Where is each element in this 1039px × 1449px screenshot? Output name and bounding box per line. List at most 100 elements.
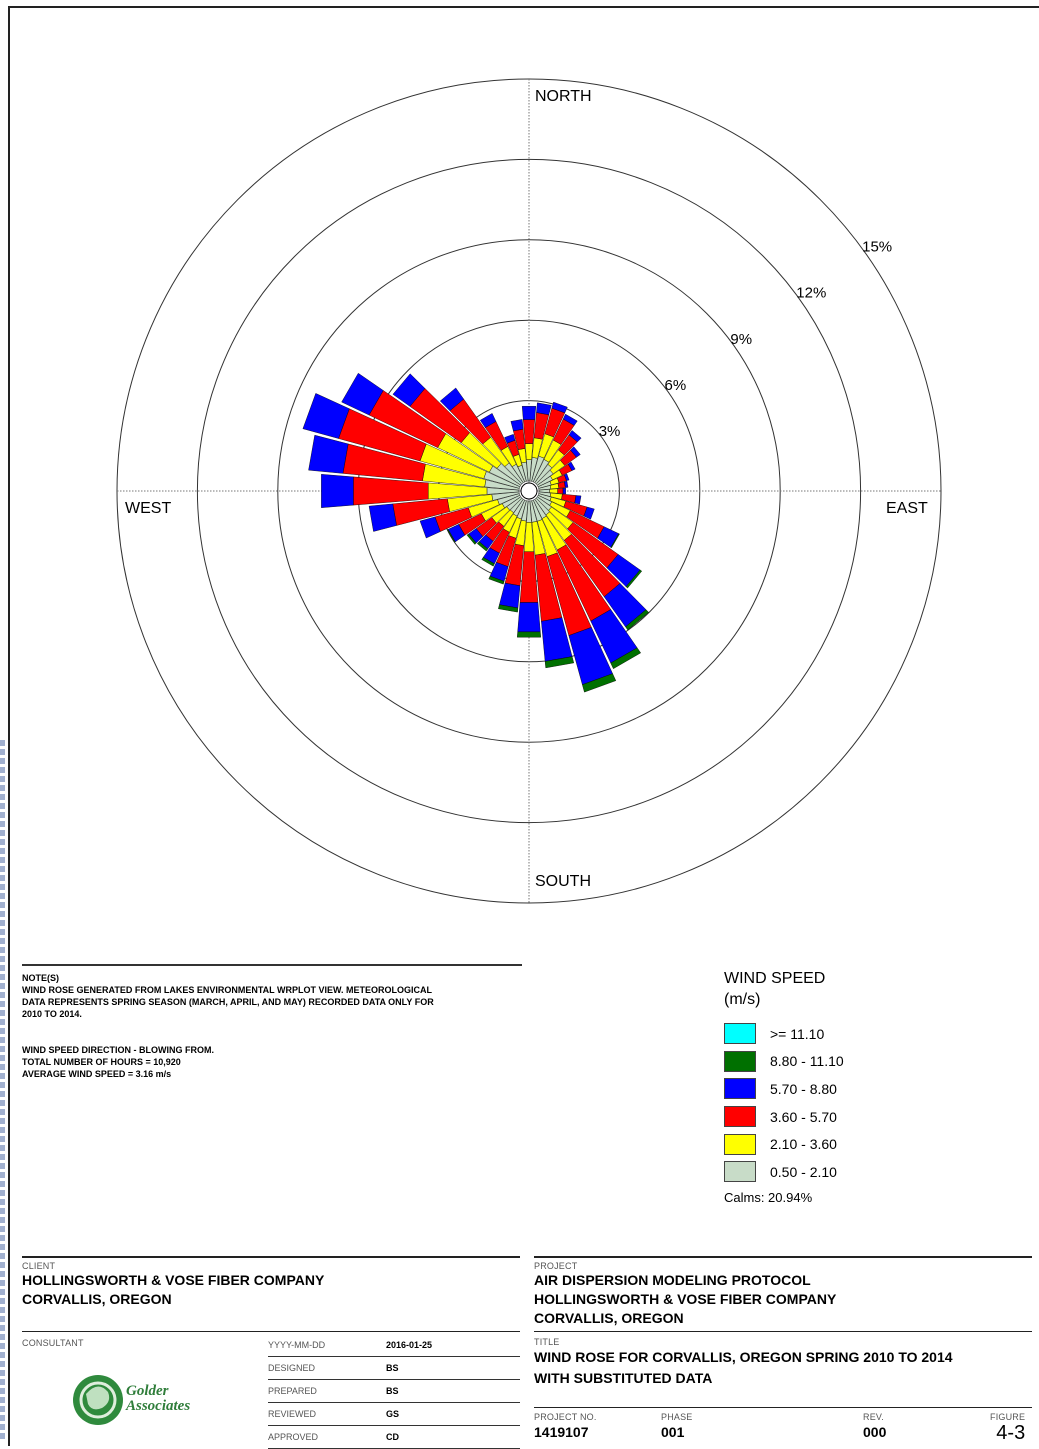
figure-field: FIGURE 4-3 bbox=[990, 1412, 1025, 1445]
rose-petal-segment bbox=[368, 503, 397, 532]
consultant-label: CONSULTANT bbox=[22, 1338, 84, 1348]
titleblock-field-value: GS bbox=[386, 1409, 400, 1419]
title-line1: WIND ROSE FOR CORVALLIS, OREGON SPRING 2… bbox=[534, 1349, 953, 1365]
rose-petal-segment bbox=[564, 480, 569, 488]
title-section: TITLE WIND ROSE FOR CORVALLIS, OREGON SP… bbox=[534, 1337, 953, 1389]
golder-logo bbox=[73, 1375, 123, 1425]
rose-petal-segment bbox=[583, 506, 595, 520]
titleblock-field-value: BS bbox=[386, 1386, 399, 1396]
ring-label: 15% bbox=[862, 239, 892, 256]
rose-petal-segment bbox=[353, 476, 429, 506]
notes-block: NOTE(S) WIND ROSE GENERATED FROM LAKES E… bbox=[22, 964, 522, 1080]
rose-petal-segment bbox=[574, 495, 582, 505]
compass-labels: NORTH SOUTH WEST EAST bbox=[125, 88, 928, 890]
phase-field: PHASE 001 bbox=[661, 1412, 693, 1440]
rose-petal-segment bbox=[557, 488, 564, 494]
client-line2: CORVALLIS, OREGON bbox=[22, 1291, 172, 1307]
legend-label: 5.70 - 8.80 bbox=[770, 1080, 837, 1097]
titleblock-field-value: 2016-01-25 bbox=[386, 1340, 433, 1350]
legend-row: 0.50 - 2.10 bbox=[724, 1158, 924, 1186]
project-line3: CORVALLIS, OREGON bbox=[534, 1310, 684, 1326]
phase-label: PHASE bbox=[661, 1412, 693, 1422]
rose-petal-segment bbox=[625, 569, 643, 589]
legend-row: 8.80 - 11.10 bbox=[724, 1048, 924, 1076]
client-line1: HOLLINGSWORTH & VOSE FIBER COMPANY bbox=[22, 1272, 325, 1288]
legend-row: 5.70 - 8.80 bbox=[724, 1075, 924, 1103]
client-divider bbox=[22, 1256, 520, 1258]
rose-petal-segment bbox=[562, 413, 578, 426]
rose-petal-segment bbox=[419, 516, 441, 539]
rose-petal-segment bbox=[308, 434, 349, 474]
titleblock-field-key: DESIGNED bbox=[268, 1363, 316, 1373]
side-margin-text bbox=[0, 740, 5, 1440]
titleblock-field-key: REVIEWED bbox=[268, 1409, 317, 1419]
titleblock-field-row: DESIGNED BS bbox=[268, 1357, 520, 1380]
rose-petal-segment bbox=[549, 488, 558, 494]
rose-petal-segment bbox=[544, 656, 575, 669]
project-divider bbox=[534, 1256, 1032, 1258]
legend-row: 2.10 - 3.60 bbox=[724, 1130, 924, 1158]
rose-petal-segment bbox=[498, 604, 519, 613]
rose-petal-segment bbox=[536, 402, 552, 415]
wind-rose-chart: 3% 6% 9% 12% 15% NORTH SOUTH WEST EAST bbox=[116, 78, 942, 904]
titleblock-field-key: APPROVED bbox=[268, 1432, 319, 1442]
rose-petal-segment bbox=[321, 474, 354, 508]
titleblock-field-key: YYYY-MM-DD bbox=[268, 1340, 326, 1350]
legend-swatch bbox=[724, 1050, 756, 1072]
golder-logo-text: Golder Associates bbox=[126, 1383, 191, 1414]
rose-petal-segment bbox=[510, 419, 524, 432]
notes-heading: NOTE(S) bbox=[22, 973, 59, 983]
legend-swatch bbox=[724, 1106, 756, 1128]
calms-text: Calms: 20.94% bbox=[724, 1189, 813, 1205]
rose-petal-segment bbox=[302, 393, 350, 439]
legend-row: 3.60 - 5.70 bbox=[724, 1103, 924, 1131]
legend-swatch bbox=[724, 1023, 756, 1045]
rose-petal-segment bbox=[610, 647, 641, 669]
rose-petal-segment bbox=[481, 557, 495, 567]
rose-petal-segment bbox=[564, 473, 570, 481]
titleblock-field-key: PREPARED bbox=[268, 1386, 317, 1396]
grid-ring bbox=[196, 158, 862, 824]
title-line2: WITH SUBSTITUTED DATA bbox=[534, 1370, 713, 1386]
ring-labels: 3% 6% 9% 12% 15% bbox=[599, 239, 892, 440]
project-no-label: PROJECT NO. bbox=[534, 1412, 597, 1422]
rose-petal-segment bbox=[524, 443, 534, 460]
south-label: SOUTH bbox=[535, 873, 591, 890]
rose-petal-segment bbox=[466, 533, 477, 545]
legend-swatch bbox=[724, 1161, 756, 1183]
notes-paragraph-1: WIND ROSE GENERATED FROM LAKES ENVIRONME… bbox=[22, 985, 434, 1019]
titleblock-field-value: CD bbox=[386, 1432, 399, 1442]
wind-speed-legend: WIND SPEED (m/s) >= 11.10 8.80 - 11.10 5.7… bbox=[724, 968, 924, 1205]
rose-petal-segment bbox=[341, 372, 384, 416]
client-section: CLIENT HOLLINGSWORTH & VOSE FIBER COMPAN… bbox=[22, 1261, 324, 1309]
rose-petal-segment bbox=[582, 673, 617, 693]
project-section: PROJECT AIR DISPERSION MODELING PROTOCOL… bbox=[534, 1261, 836, 1328]
rose-petal-segment bbox=[551, 401, 568, 414]
legend-label: >= 11.10 bbox=[770, 1025, 825, 1042]
titleblock-field-row: REVIEWED GS bbox=[268, 1403, 520, 1426]
rose-petal-segment bbox=[517, 631, 541, 638]
legend-label: 8.80 - 11.10 bbox=[770, 1053, 844, 1070]
legend-swatch bbox=[724, 1133, 756, 1155]
titleblock-field-row: PREPARED BS bbox=[268, 1380, 520, 1403]
ring-label: 12% bbox=[796, 285, 826, 302]
project-line1: AIR DISPERSION MODELING PROTOCOL bbox=[534, 1272, 811, 1288]
calm-center-circle bbox=[520, 482, 538, 500]
titleblock-field-row: YYYY-MM-DD 2016-01-25 bbox=[268, 1334, 520, 1357]
consultant-divider bbox=[22, 1331, 520, 1332]
ring-label: 3% bbox=[599, 423, 621, 440]
legend-label: 3.60 - 5.70 bbox=[770, 1108, 837, 1125]
rose-petal-segment bbox=[625, 609, 650, 631]
rose-petal-segment bbox=[610, 533, 620, 549]
legend-label: 0.50 - 2.10 bbox=[770, 1163, 837, 1180]
ring-label: 9% bbox=[730, 331, 752, 348]
project-label: PROJECT bbox=[534, 1261, 578, 1271]
project-line2: HOLLINGSWORTH & VOSE FIBER COMPANY bbox=[534, 1291, 837, 1307]
north-label: NORTH bbox=[535, 88, 592, 105]
project-no-value: 1419107 bbox=[534, 1424, 589, 1440]
rose-petal-segment bbox=[504, 434, 516, 444]
rose-petal-segment bbox=[447, 529, 456, 543]
ring-label: 6% bbox=[665, 377, 687, 394]
rose-petal-segment bbox=[523, 419, 535, 444]
legend-swatch bbox=[724, 1078, 756, 1100]
